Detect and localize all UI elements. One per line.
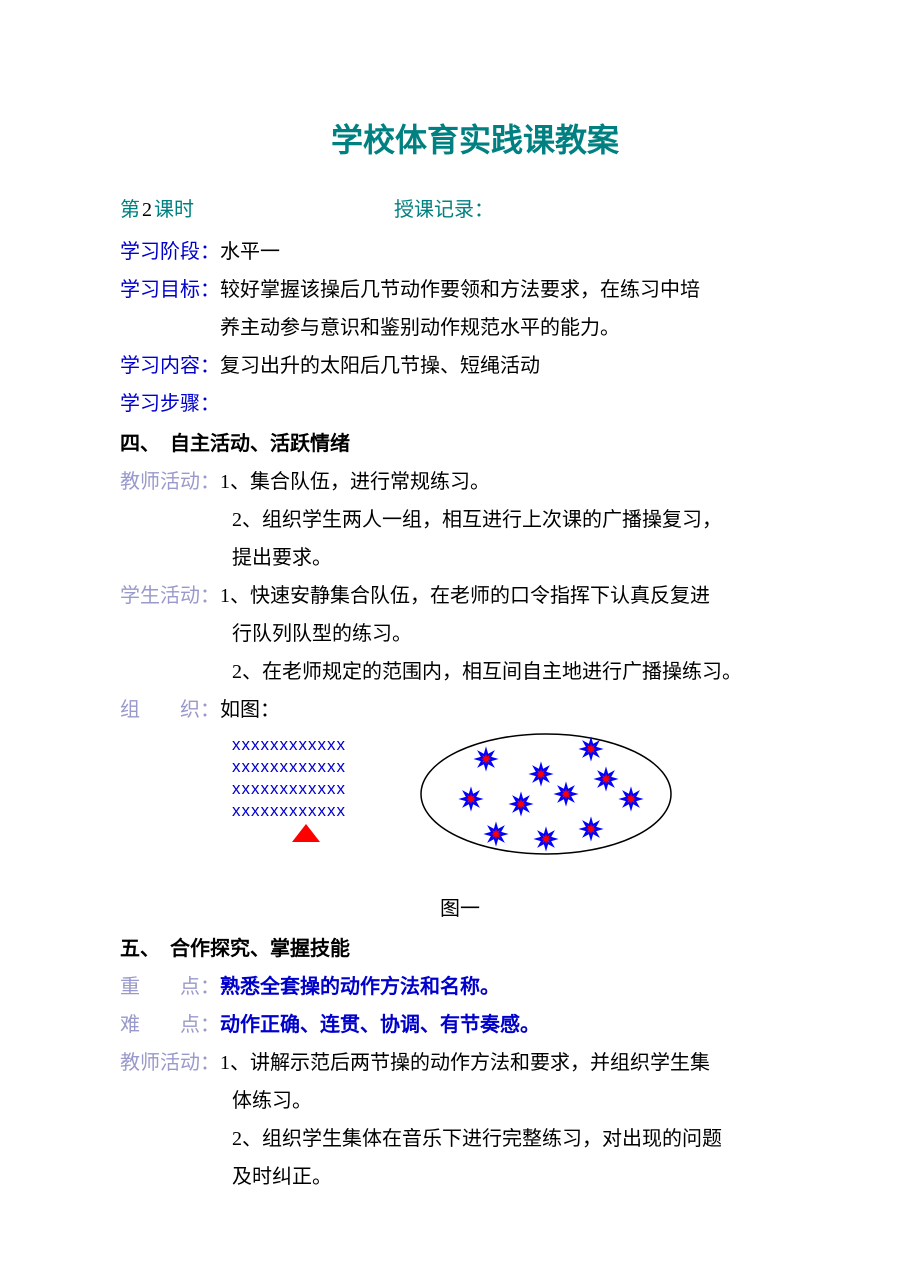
content-row: 学习内容： 复习出升的太阳后几节操、短绳活动	[120, 347, 800, 385]
record-label: 授课记录：	[394, 191, 494, 229]
lesson-label-post: 课时	[154, 191, 194, 229]
star-icon	[582, 740, 600, 758]
x-row: xxxxxxxxxxxx	[232, 800, 346, 822]
teacher-2a: 2、组织学生两人一组，相互进行上次课的广播操复习，	[232, 501, 800, 539]
title-text: 学校体育实践课教案	[331, 122, 619, 158]
star-icon	[597, 770, 615, 788]
stage-row: 学习阶段： 水平一	[120, 233, 800, 271]
difficulty-value: 动作正确、连贯、协调、有节奏感。	[220, 1006, 800, 1044]
teacher5-1b: 体练习。	[232, 1082, 800, 1120]
section4-heading: 四、 自主活动、活跃情绪	[120, 425, 800, 463]
star-icon	[487, 825, 505, 843]
star-icon	[512, 795, 530, 813]
star-icon	[582, 820, 600, 838]
star-icon	[462, 790, 480, 808]
teacher-2b: 提出要求。	[232, 539, 800, 577]
goal-label: 学习目标：	[120, 271, 220, 309]
content-value: 复习出升的太阳后几节操、短绳活动	[220, 347, 800, 385]
oval-diagram	[416, 724, 676, 875]
stage-value: 水平一	[220, 233, 800, 271]
star-icon	[477, 750, 495, 768]
teacher5-1a: 1、讲解示范后两节操的动作方法和要求，并组织学生集	[220, 1044, 800, 1082]
x-row: xxxxxxxxxxxx	[232, 778, 346, 800]
difficulty-label: 难 点：	[120, 1006, 220, 1044]
star-icon	[622, 790, 640, 808]
teacher5-row: 教师活动： 1、讲解示范后两节操的动作方法和要求，并组织学生集	[120, 1044, 800, 1082]
teacher5-2b: 及时纠正。	[232, 1158, 800, 1196]
formation-block: xxxxxxxxxxxxxxxxxxxxxxxxxxxxxxxxxxxxxxxx…	[232, 734, 346, 842]
teacher5-2a: 2、组织学生集体在音乐下进行完整练习，对出现的问题	[232, 1120, 800, 1158]
oval-svg	[416, 724, 676, 864]
goal-line1: 较好掌握该操后几节动作要领和方法要求，在练习中培	[220, 271, 800, 309]
org-label: 组 织：	[120, 691, 220, 729]
star-icon	[537, 830, 555, 848]
lesson-meta-row: 第 2 课时 授课记录：	[120, 191, 800, 229]
content-label: 学习内容：	[120, 347, 220, 385]
x-row: xxxxxxxxxxxx	[232, 734, 346, 756]
focus-row: 重 点： 熟悉全套操的动作方法和名称。	[120, 968, 800, 1006]
steps-row: 学习步骤：	[120, 385, 800, 423]
goal-line2: 养主动参与意识和鉴别动作规范水平的能力。	[220, 309, 800, 347]
teacher-1: 1、集合队伍，进行常规练习。	[220, 463, 800, 501]
diagram-row: xxxxxxxxxxxxxxxxxxxxxxxxxxxxxxxxxxxxxxxx…	[232, 734, 800, 875]
teacher-row: 教师活动： 1、集合队伍，进行常规练习。	[120, 463, 800, 501]
section5-heading: 五、 合作探究、掌握技能	[120, 930, 800, 968]
triangle-icon	[292, 824, 320, 842]
teacher-label: 教师活动：	[120, 463, 220, 501]
x-row: xxxxxxxxxxxx	[232, 756, 346, 778]
teacher5-label: 教师活动：	[120, 1044, 220, 1082]
lesson-label-pre: 第	[120, 191, 140, 229]
lesson-number: 2	[142, 191, 152, 229]
star-icon	[557, 785, 575, 803]
x-rows-container: xxxxxxxxxxxxxxxxxxxxxxxxxxxxxxxxxxxxxxxx…	[232, 734, 346, 822]
student-label: 学生活动：	[120, 577, 220, 615]
student-row: 学生活动： 1、快速安静集合队伍，在老师的口令指挥下认真反复进	[120, 577, 800, 615]
goal-row: 学习目标： 较好掌握该操后几节动作要领和方法要求，在练习中培 养主动参与意识和鉴…	[120, 271, 800, 347]
difficulty-row: 难 点： 动作正确、连贯、协调、有节奏感。	[120, 1006, 800, 1044]
student-1b: 行队列队型的练习。	[232, 615, 800, 653]
page-title: 学校体育实践课教案	[120, 110, 800, 171]
student-1a: 1、快速安静集合队伍，在老师的口令指挥下认真反复进	[220, 577, 800, 615]
figure-caption: 图一	[120, 890, 800, 928]
steps-label: 学习步骤：	[120, 385, 220, 423]
focus-label: 重 点：	[120, 968, 220, 1006]
focus-value: 熟悉全套操的动作方法和名称。	[220, 968, 800, 1006]
stage-label: 学习阶段：	[120, 233, 220, 271]
student-2: 2、在老师规定的范围内，相互间自主地进行广播操练习。	[232, 653, 800, 691]
star-icon	[532, 765, 550, 783]
